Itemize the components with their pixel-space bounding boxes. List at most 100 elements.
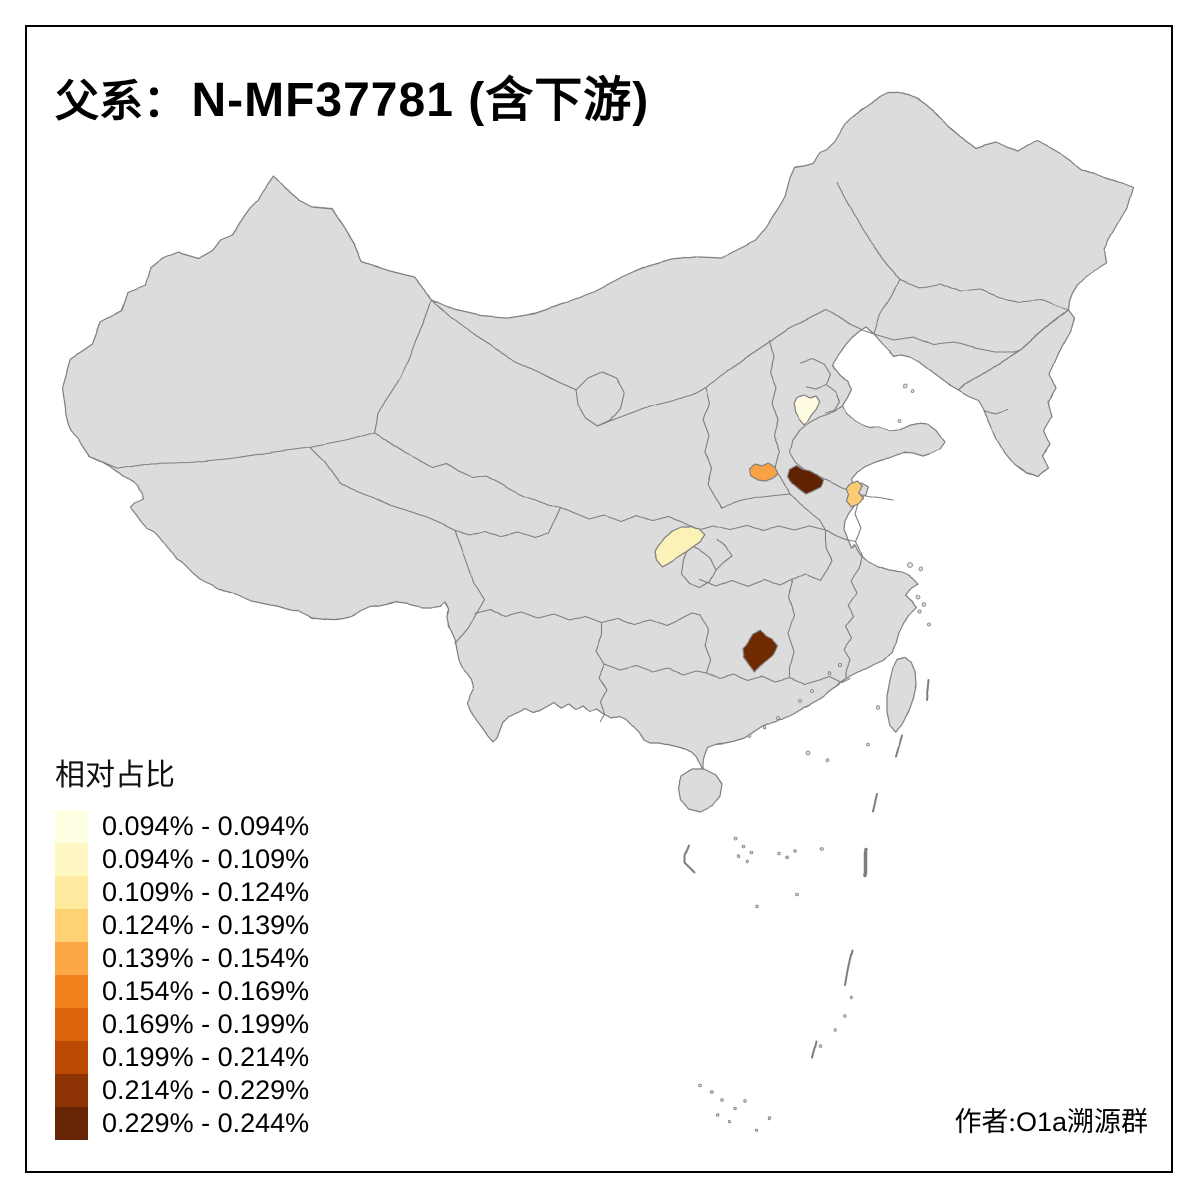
small-island bbox=[733, 836, 737, 840]
legend-swatch bbox=[55, 909, 88, 942]
province-border-line bbox=[699, 615, 711, 673]
small-island bbox=[710, 1090, 714, 1094]
province-border-line bbox=[89, 431, 375, 469]
province-border-line bbox=[825, 383, 841, 413]
legend-row: 0.169% - 0.199% bbox=[55, 1008, 309, 1041]
small-island bbox=[763, 726, 767, 730]
province-border-line bbox=[721, 493, 827, 531]
small-island bbox=[755, 904, 759, 908]
small-island bbox=[698, 1083, 702, 1087]
small-island bbox=[776, 716, 780, 720]
legend-label: 0.109% - 0.124% bbox=[102, 877, 310, 907]
sea-islands bbox=[683, 383, 932, 1132]
legend-swatch bbox=[55, 1074, 88, 1107]
attribution: 作者:O1a溯源群 bbox=[954, 1100, 1148, 1139]
small-island bbox=[720, 1098, 724, 1102]
legend-title: 相对占比 bbox=[55, 759, 175, 792]
hainan-island-shape bbox=[677, 768, 723, 813]
small-island bbox=[795, 893, 799, 897]
small-island bbox=[810, 688, 814, 692]
small-island bbox=[918, 567, 924, 573]
legend: 相对占比 0.094% - 0.094% 0.094% - 0.109% 0.109… bbox=[55, 750, 309, 1140]
china-mainland-shape bbox=[61, 91, 1134, 771]
hebei-region bbox=[793, 393, 821, 426]
small-island bbox=[745, 859, 749, 863]
west-henan-region bbox=[748, 462, 780, 482]
legend-label: 0.229% - 0.244% bbox=[102, 1108, 310, 1138]
province-border-line bbox=[699, 529, 833, 587]
province-border-line bbox=[705, 671, 851, 685]
neighbor-coastline-fragment bbox=[871, 794, 877, 813]
small-island bbox=[778, 852, 782, 856]
attribution-group-name: 溯源群 bbox=[1067, 1107, 1148, 1137]
province-border-line bbox=[787, 579, 795, 679]
legend-row: 0.124% - 0.139% bbox=[55, 909, 309, 942]
sichuan-northeast-region bbox=[654, 525, 707, 568]
small-island bbox=[743, 1098, 747, 1102]
province-border-line bbox=[431, 299, 577, 391]
province-border-line bbox=[597, 309, 875, 427]
province-borders bbox=[89, 182, 1069, 723]
legend-swatch bbox=[55, 1041, 88, 1074]
map-title: 父系： N-MF37781 (含下游) bbox=[55, 60, 649, 130]
province-border-line bbox=[373, 431, 561, 509]
small-island bbox=[915, 595, 921, 601]
small-island bbox=[843, 1014, 847, 1018]
province-border-line bbox=[799, 357, 831, 389]
legend-swatch bbox=[55, 843, 88, 876]
korea-landmass-shape bbox=[957, 309, 1075, 477]
province-border-line bbox=[595, 621, 607, 723]
small-island bbox=[866, 743, 870, 747]
province-border-line bbox=[983, 409, 1009, 415]
province-border-line bbox=[825, 529, 857, 543]
small-island bbox=[902, 383, 908, 389]
attribution-latin: O1a bbox=[1015, 1107, 1067, 1137]
province-border-line bbox=[837, 182, 901, 335]
neighbor-coastline-fragment bbox=[844, 949, 853, 986]
legend-row: 0.094% - 0.094% bbox=[55, 810, 309, 843]
province-border-line bbox=[715, 539, 733, 571]
province-border-line bbox=[789, 405, 855, 493]
small-island bbox=[818, 1044, 822, 1048]
province-border-line bbox=[899, 279, 1069, 311]
attribution-prefix: 作者: bbox=[954, 1107, 1016, 1137]
legend-row: 0.214% - 0.229% bbox=[55, 1074, 309, 1107]
province-border-line bbox=[373, 299, 433, 433]
legend-row: 0.154% - 0.169% bbox=[55, 975, 309, 1008]
taiwan-island-shape bbox=[886, 657, 917, 733]
province-border-line bbox=[603, 663, 707, 675]
small-island bbox=[918, 610, 923, 615]
province-border-line bbox=[575, 371, 625, 427]
map-title-value: N-MF37781 (含下游) bbox=[191, 74, 650, 127]
province-border-line bbox=[559, 507, 701, 531]
legend-label: 0.199% - 0.214% bbox=[102, 1042, 310, 1072]
small-island bbox=[736, 854, 740, 858]
province-border-line bbox=[699, 525, 827, 531]
legend-row: 0.199% - 0.214% bbox=[55, 1041, 309, 1074]
small-island bbox=[928, 623, 932, 627]
legend-swatch bbox=[55, 1008, 88, 1041]
province-border-line bbox=[681, 544, 717, 589]
province-border-line bbox=[873, 333, 1015, 353]
small-island bbox=[768, 1116, 772, 1120]
neighbor-coastline-fragment bbox=[683, 844, 695, 873]
province-border-line bbox=[454, 529, 485, 645]
small-island bbox=[716, 1113, 720, 1117]
north-jiangsu-region bbox=[845, 480, 865, 508]
small-island bbox=[820, 848, 824, 852]
province-border-line bbox=[843, 567, 859, 679]
legend-rows: 0.094% - 0.094% 0.094% - 0.109% 0.109% - 0… bbox=[55, 810, 309, 1140]
small-island bbox=[875, 705, 881, 711]
central-henan-region bbox=[787, 464, 824, 495]
small-island bbox=[911, 389, 915, 393]
province-border-line bbox=[855, 499, 863, 569]
legend-label: 0.154% - 0.169% bbox=[102, 976, 310, 1006]
neighbor-coastline-fragment bbox=[895, 734, 903, 757]
legend-label: 0.169% - 0.199% bbox=[102, 1009, 310, 1039]
small-island bbox=[833, 1028, 837, 1032]
small-island bbox=[805, 749, 811, 755]
small-island bbox=[838, 663, 843, 668]
small-island bbox=[786, 856, 790, 860]
